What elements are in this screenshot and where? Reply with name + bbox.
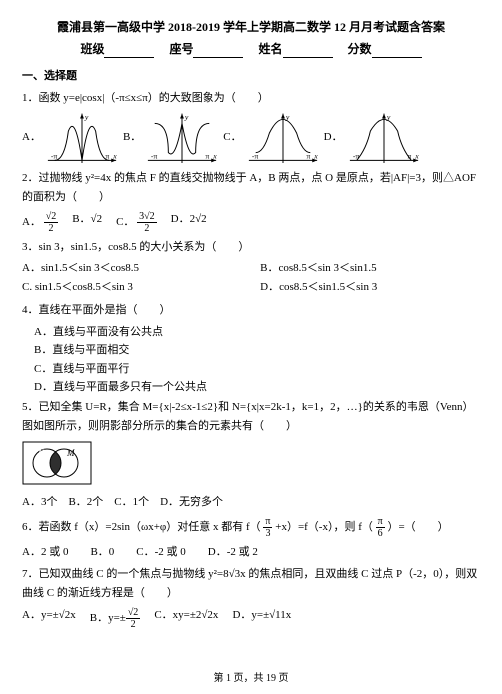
q4-opt-a: A．直线与平面没有公共点 xyxy=(34,324,480,341)
score-label: 分数 xyxy=(348,42,372,56)
q4-stem: 4．直线在平面外是指（ ） xyxy=(22,301,480,320)
q6-options: A．2 或 0 B．0 C．-2 或 0 D．-2 或 2 xyxy=(22,543,480,562)
q6-frac1: π3 xyxy=(263,516,272,539)
q1-graph-a: yx -ππO xyxy=(43,111,121,163)
q6-l1: 6．若函数 f（x）=2sin（ωx+φ）对任意 x 都有 f（ xyxy=(22,521,261,533)
q5-stem: 5．已知全集 U=R，集合 M={x|-2≤x-1≤2}和 N={x|x=2k-… xyxy=(22,398,480,435)
seat-blank xyxy=(193,46,243,58)
svg-text:y: y xyxy=(184,113,189,122)
q2-options: A． √22 B．√2 C． 3√22 D．2√2 xyxy=(22,211,480,234)
svg-text:x: x xyxy=(313,152,318,161)
q3-options: A．sin1.5＜sin 3＜cos8.5 B．cos8.5＜sin 3＜sin… xyxy=(22,260,480,297)
svg-text:O: O xyxy=(184,161,190,163)
q4-opt-c: C．直线与平面平行 xyxy=(34,361,480,378)
q2-a-label: A． xyxy=(22,216,41,228)
q5-venn-diagram: N M xyxy=(22,441,92,485)
page-title: 霞浦县第一高级中学 2018-2019 学年上学期高二数学 12 月月考试题含答… xyxy=(22,18,480,36)
q7-opt-a: A．y=±√2x xyxy=(22,607,76,630)
svg-text:-π: -π xyxy=(151,152,158,161)
q2-c-label: C． xyxy=(116,216,134,228)
svg-text:x: x xyxy=(112,152,117,161)
score-blank xyxy=(372,46,422,58)
q3-opt-c: C. sin1.5＜cos8.5＜sin 3 xyxy=(22,279,242,296)
q2-opt-b: B．√2 xyxy=(72,211,102,234)
svg-text:O: O xyxy=(84,161,90,163)
q6-stem: 6．若函数 f（x）=2sin（ωx+φ）对任意 x 都有 f（ π3 +x）=… xyxy=(22,516,480,539)
q6-l3: ）=（ ） xyxy=(387,521,448,533)
page-footer: 第 1 页，共 19 页 xyxy=(0,671,502,686)
svg-text:x: x xyxy=(212,152,217,161)
q7-b-pre: B．y=± xyxy=(90,612,126,624)
q7-opt-c: C．xy=±2√2x xyxy=(154,607,218,630)
header-line: 班级 座号 姓名 分数 xyxy=(22,40,480,58)
svg-text:M: M xyxy=(66,448,75,458)
svg-text:y: y xyxy=(84,113,89,122)
q2-opt-a: A． √22 xyxy=(22,211,58,234)
q1-b-label: B． xyxy=(123,129,141,146)
q1-a-label: A． xyxy=(22,129,41,146)
q1-c-label: C． xyxy=(223,129,241,146)
q3-stem: 3．sin 3，sin1.5，cos8.5 的大小关系为（ ） xyxy=(22,238,480,257)
name-blank xyxy=(283,46,333,58)
class-label: 班级 xyxy=(80,42,104,56)
q2-stem: 2．过抛物线 y²=4x 的焦点 F 的直线交抛物线于 A，B 两点，点 O 是… xyxy=(22,169,480,206)
q4-opt-b: B．直线与平面相交 xyxy=(34,342,480,359)
svg-text:x: x xyxy=(414,152,419,161)
svg-text:-π: -π xyxy=(51,152,58,161)
q2-opt-d: D．2√2 xyxy=(171,211,207,234)
svg-text:-π: -π xyxy=(352,152,359,161)
q7-opt-b: B．y=±√22 xyxy=(90,607,141,630)
seat-label: 座号 xyxy=(169,42,193,56)
q2-a-frac: √22 xyxy=(44,211,59,234)
svg-text:O: O xyxy=(285,161,291,163)
q2-opt-c: C． 3√22 xyxy=(116,211,157,234)
q3-opt-a: A．sin1.5＜sin 3＜cos8.5 xyxy=(22,260,242,277)
q5-options: A．3个 B．2个 C．1个 D．无穷多个 xyxy=(22,493,480,512)
q6-l2: +x）=f（-x），则 f（ xyxy=(275,521,373,533)
q2-c-frac: 3√22 xyxy=(137,211,157,234)
q3-opt-d: D．cos8.5＜sin1.5＜sin 3 xyxy=(260,279,480,296)
q1-opt-a: A． yx -ππO xyxy=(22,111,121,163)
q1-stem: 1．函数 y=e|cosx|（-π≤x≤π）的大致图象为（ ） xyxy=(22,89,480,108)
q7-b-frac: √22 xyxy=(126,607,141,630)
q1-graph-d: yx -ππO xyxy=(345,111,423,163)
name-label: 姓名 xyxy=(259,42,283,56)
q1-opt-c: C． yx -ππO xyxy=(223,111,321,163)
q1-opt-d: D． yx -ππO xyxy=(324,111,423,163)
q7-stem: 7．已知双曲线 C 的一个焦点与抛物线 y²=8√3x 的焦点相同，且双曲线 C… xyxy=(22,565,480,602)
q1-graph-b: y x -π π O xyxy=(143,111,221,163)
svg-text:N: N xyxy=(37,448,45,458)
q1-options: A． y x -π π O B． y x -π π O C． yx -ππO D． xyxy=(22,111,480,163)
q4-opt-d: D．直线与平面最多只有一个公共点 xyxy=(34,379,480,396)
q7-options: A．y=±√2x B．y=±√22 C．xy=±2√2x D．y=±√11x xyxy=(22,607,480,630)
q3-opt-b: B．cos8.5＜sin 3＜sin1.5 xyxy=(260,260,480,277)
section-heading: 一、选择题 xyxy=(22,68,480,85)
q1-d-label: D． xyxy=(324,129,343,146)
svg-text:π: π xyxy=(206,152,210,161)
class-blank xyxy=(104,46,154,58)
svg-text:O: O xyxy=(386,161,392,163)
q6-frac2: π6 xyxy=(376,516,385,539)
q1-graph-c: yx -ππO xyxy=(244,111,322,163)
q1-opt-b: B． y x -π π O xyxy=(123,111,221,163)
q7-opt-d: D．y=±√11x xyxy=(232,607,291,630)
